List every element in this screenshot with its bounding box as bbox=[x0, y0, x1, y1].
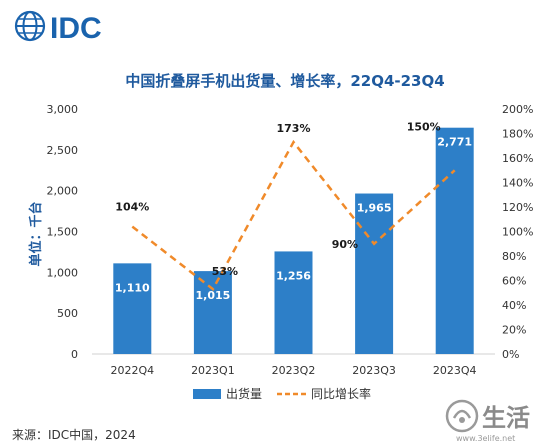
y-tick-label: 0 bbox=[71, 348, 78, 361]
line-value-label: 104% bbox=[115, 201, 149, 214]
bar-value-label: 1,965 bbox=[357, 202, 392, 215]
y2-tick-label: 120% bbox=[502, 201, 533, 214]
bar-value-label: 1,256 bbox=[276, 269, 311, 282]
x-tick-label: 2023Q4 bbox=[433, 364, 477, 377]
y-tick-label: 1,500 bbox=[47, 226, 79, 239]
watermark-text: 生活 bbox=[482, 404, 530, 432]
watermark-logo-icon bbox=[445, 399, 479, 433]
y2-tick-label: 20% bbox=[502, 324, 526, 337]
logo-text: IDC bbox=[50, 12, 102, 45]
line-value-label: 53% bbox=[212, 265, 238, 278]
x-tick-label: 2023Q2 bbox=[272, 364, 316, 377]
y-axis-label: 单位：千台 bbox=[28, 201, 44, 266]
y-tick-label: 500 bbox=[57, 307, 78, 320]
y-tick-label: 1,000 bbox=[47, 266, 79, 279]
y2-tick-label: 40% bbox=[502, 299, 526, 312]
line-value-label: 173% bbox=[277, 122, 311, 135]
bar-value-label: 1,110 bbox=[115, 281, 150, 294]
y2-tick-label: 0% bbox=[502, 348, 519, 361]
legend-label-bar: 出货量 bbox=[226, 386, 262, 401]
line-value-labels: 104% 53% 173% 90% 150% bbox=[115, 120, 440, 278]
bar-2022q4 bbox=[113, 263, 152, 354]
bar-series bbox=[113, 127, 474, 355]
y2-tick-label: 160% bbox=[502, 152, 533, 165]
y2-tick-label: 100% bbox=[502, 226, 533, 239]
chart-title: 中国折叠屏手机出货量、增长率，22Q4-23Q4 bbox=[125, 72, 444, 90]
source-note: 来源：IDC中国，2024 bbox=[12, 428, 136, 442]
bar-value-label: 2,771 bbox=[437, 136, 472, 149]
idc-logo: IDC bbox=[14, 10, 102, 45]
line-value-label: 150% bbox=[407, 120, 441, 133]
bar-value-labels: 1,110 1,015 1,256 1,965 2,771 bbox=[115, 136, 472, 302]
y2-tick-label: 180% bbox=[502, 128, 533, 141]
y-tick-label: 3,000 bbox=[47, 103, 79, 116]
y-tick-label: 2,000 bbox=[47, 185, 79, 198]
bar-2023q2 bbox=[274, 251, 313, 354]
y2-tick-label: 80% bbox=[502, 250, 526, 263]
line-value-label: 90% bbox=[332, 238, 358, 251]
watermark-url: www.3elife.net bbox=[456, 434, 515, 443]
x-tick-label: 2023Q1 bbox=[191, 364, 235, 377]
x-tick-label: 2022Q4 bbox=[110, 364, 154, 377]
x-tick-label: 2023Q3 bbox=[352, 364, 396, 377]
bar-2023q4 bbox=[435, 127, 474, 355]
bar-value-label: 1,015 bbox=[196, 289, 231, 302]
bar-2023q1 bbox=[193, 271, 232, 354]
y2-tick-label: 140% bbox=[502, 177, 533, 190]
watermark: 生活 www.3elife.net bbox=[445, 399, 530, 443]
y2-axis-ticks: 0% 20% 40% 60% 80% 100% 120% 140% 160% 180% 200% bbox=[502, 103, 533, 361]
legend-swatch-bar bbox=[193, 389, 221, 399]
y-axis-ticks: 0 500 1,000 1,500 2,000 2,500 3,000 bbox=[47, 103, 79, 361]
growth-rate-line bbox=[131, 139, 456, 291]
y-tick-label: 2,500 bbox=[47, 144, 79, 157]
y2-tick-label: 200% bbox=[502, 103, 533, 116]
y2-tick-label: 60% bbox=[502, 275, 526, 288]
x-axis-ticks: 2022Q4 2023Q1 2023Q2 2023Q3 2023Q4 bbox=[110, 364, 476, 377]
legend-label-line: 同比增长率 bbox=[311, 386, 371, 401]
bar-2023q3 bbox=[355, 193, 394, 354]
legend: 出货量 同比增长率 bbox=[193, 386, 371, 401]
globe-icon bbox=[14, 10, 46, 42]
